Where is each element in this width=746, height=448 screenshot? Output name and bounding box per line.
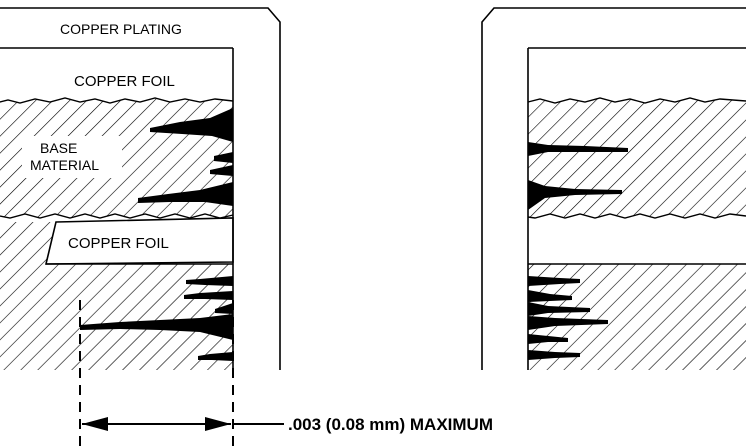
- dimension-arrow-right: [205, 417, 231, 431]
- base-material-label-line1: BASE: [40, 140, 77, 156]
- dimension-label: .003 (0.08 mm) MAXIMUM: [288, 415, 493, 434]
- base-material-upper-right: [528, 98, 746, 218]
- base-material-label-line2: MATERIAL: [30, 157, 99, 173]
- dimension-arrow-left: [82, 417, 108, 431]
- left-cross-section: COPPER PLATING COPPER FOIL BASE MATERIAL…: [0, 8, 280, 370]
- right-cross-section: [482, 8, 746, 370]
- copper-foil-inner-label: COPPER FOIL: [68, 235, 169, 252]
- copper-foil-top-label: COPPER FOIL: [74, 73, 175, 90]
- copper-plating-label: COPPER PLATING: [60, 21, 182, 37]
